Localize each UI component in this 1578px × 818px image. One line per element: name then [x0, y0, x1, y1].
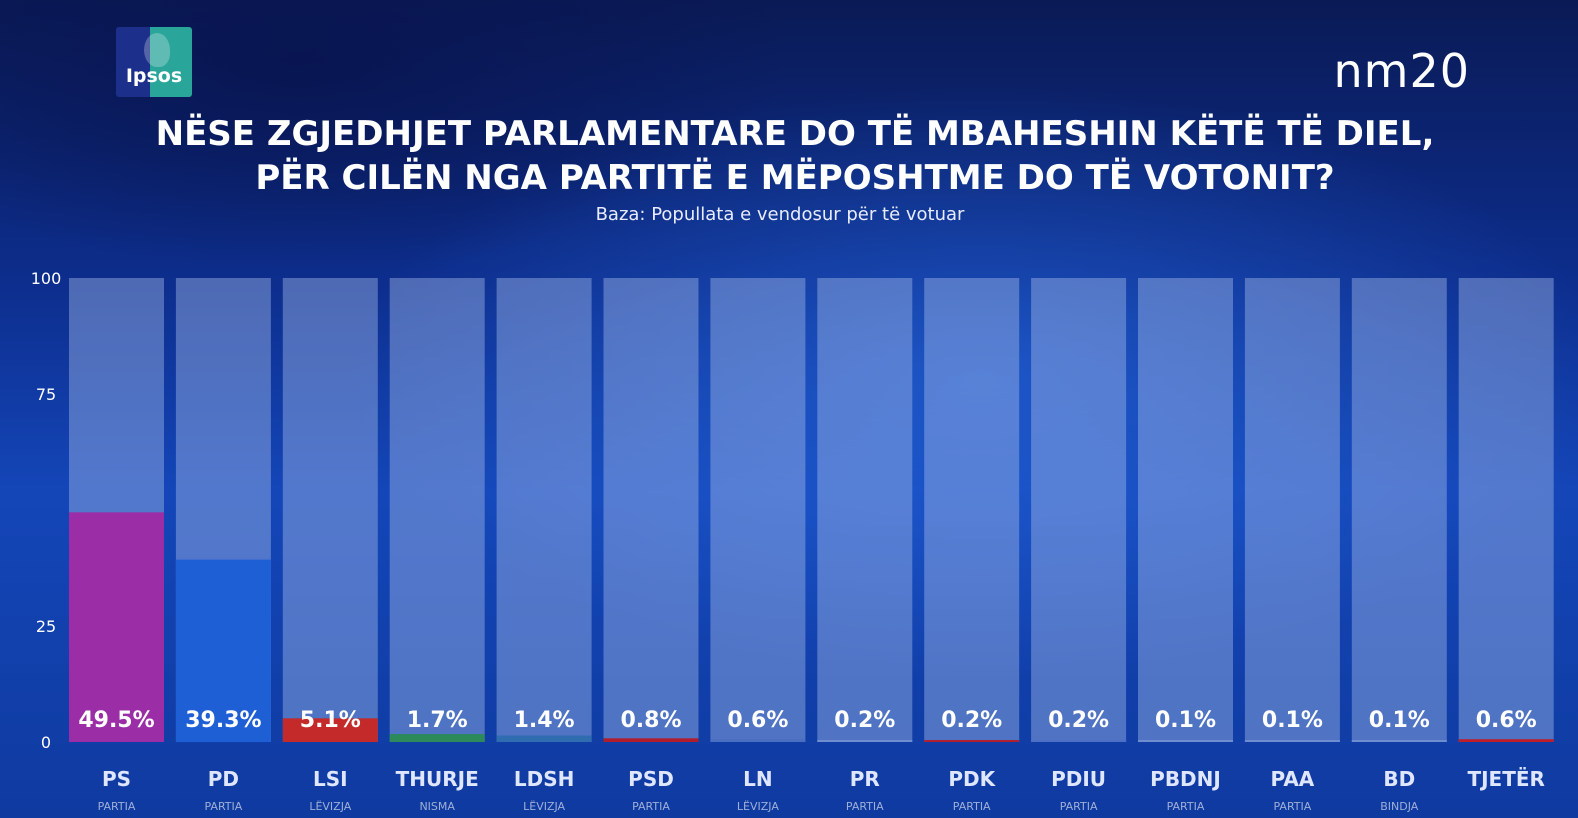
bar-pr [817, 740, 913, 742]
category-sublabel: PARTIA [632, 800, 670, 813]
category-label: PBDNJ [1150, 767, 1221, 791]
value-label: 1.4% [514, 708, 575, 733]
value-label: 0.8% [620, 708, 681, 733]
category-label: PDIU [1051, 767, 1106, 791]
bar-ps [69, 512, 164, 742]
chart-title-line-1: NËSE ZGJEDHJET PARLAMENTARE DO TË MBAHES… [155, 114, 1435, 154]
category-sublabel: PARTIA [1060, 800, 1098, 813]
bar-track [603, 278, 699, 742]
bar-ldsh [496, 735, 592, 742]
category-label: PR [850, 767, 880, 791]
category-sublabel: LËVIZJA [309, 800, 351, 813]
bar-track [710, 278, 806, 742]
bar-pd [175, 559, 271, 742]
bar-pdk [924, 740, 1020, 742]
bar-ln [710, 739, 806, 742]
ipsos-logo: Ipsos [116, 27, 192, 97]
bar-pdiu [1031, 740, 1127, 742]
bar-tjetër [1458, 739, 1554, 742]
y-tick-label: 0 [41, 733, 51, 752]
bar-track [282, 278, 378, 742]
value-label: 0.2% [834, 708, 895, 733]
logo-block [116, 27, 192, 97]
bar-lsi [282, 718, 378, 742]
bar-paa [1244, 740, 1340, 742]
bar-bd [1351, 740, 1447, 742]
category-sublabel: PARTIA [846, 800, 884, 813]
category-label: PD [208, 767, 239, 791]
value-label: 0.6% [727, 708, 788, 733]
value-label: 49.5% [78, 708, 154, 733]
category-sublabel: BINDJA [1380, 800, 1419, 813]
value-label: 0.2% [1048, 708, 1109, 733]
logo-head-icon [144, 33, 170, 67]
bar-track [924, 278, 1020, 742]
value-label: 0.6% [1476, 708, 1537, 733]
bar-track [1138, 278, 1233, 742]
y-tick-label: 100 [31, 269, 62, 288]
bar-track [1031, 278, 1127, 742]
category-sublabel: PARTIA [1274, 800, 1312, 813]
value-label: 1.7% [407, 708, 468, 733]
category-label: PS [102, 767, 131, 791]
value-label: 0.2% [941, 708, 1002, 733]
chart-subtitle: Baza: Popullata e vendosur për të votuar [595, 204, 965, 225]
category-sublabel: PARTIA [1167, 800, 1205, 813]
value-label: 0.1% [1262, 708, 1323, 733]
y-tick-label: 75 [36, 385, 56, 404]
category-sublabel: LËVIZJA [737, 800, 779, 813]
value-label: 0.1% [1155, 708, 1216, 733]
bar-track [389, 278, 485, 742]
category-label: BD [1383, 767, 1415, 791]
category-label: LSI [313, 767, 348, 791]
y-tick-label: 25 [36, 617, 56, 636]
value-label: 0.1% [1369, 708, 1430, 733]
category-label: PSD [628, 767, 674, 791]
bar-track [496, 278, 592, 742]
category-sublabel: PARTIA [98, 800, 136, 813]
chart-title-line-2: PËR CILËN NGA PARTITË E MËPOSHTME DO TË … [255, 158, 1335, 198]
bar-psd [603, 738, 699, 742]
category-sublabel: PARTIA [953, 800, 991, 813]
category-sublabel: NISMA [419, 800, 455, 813]
value-label: 39.3% [185, 708, 261, 733]
channel-brand: nm20 [1333, 44, 1470, 98]
category-label: PDK [948, 767, 996, 791]
category-label: TJETËR [1467, 767, 1544, 791]
bar-track [1351, 278, 1447, 742]
bar-track [1244, 278, 1340, 742]
category-label: THURJE [396, 767, 479, 791]
category-sublabel: PARTIA [205, 800, 243, 813]
category-label: LN [743, 767, 772, 791]
bar-track [817, 278, 913, 742]
category-label: PAA [1271, 767, 1315, 791]
bar-pbdnj [1138, 740, 1233, 742]
bar-thurje [389, 734, 485, 742]
category-sublabel: LËVIZJA [523, 800, 565, 813]
category-label: LDSH [514, 767, 575, 791]
bar-track [1458, 278, 1554, 742]
value-label: 5.1% [300, 708, 361, 733]
logo-text: Ipsos [125, 65, 183, 87]
